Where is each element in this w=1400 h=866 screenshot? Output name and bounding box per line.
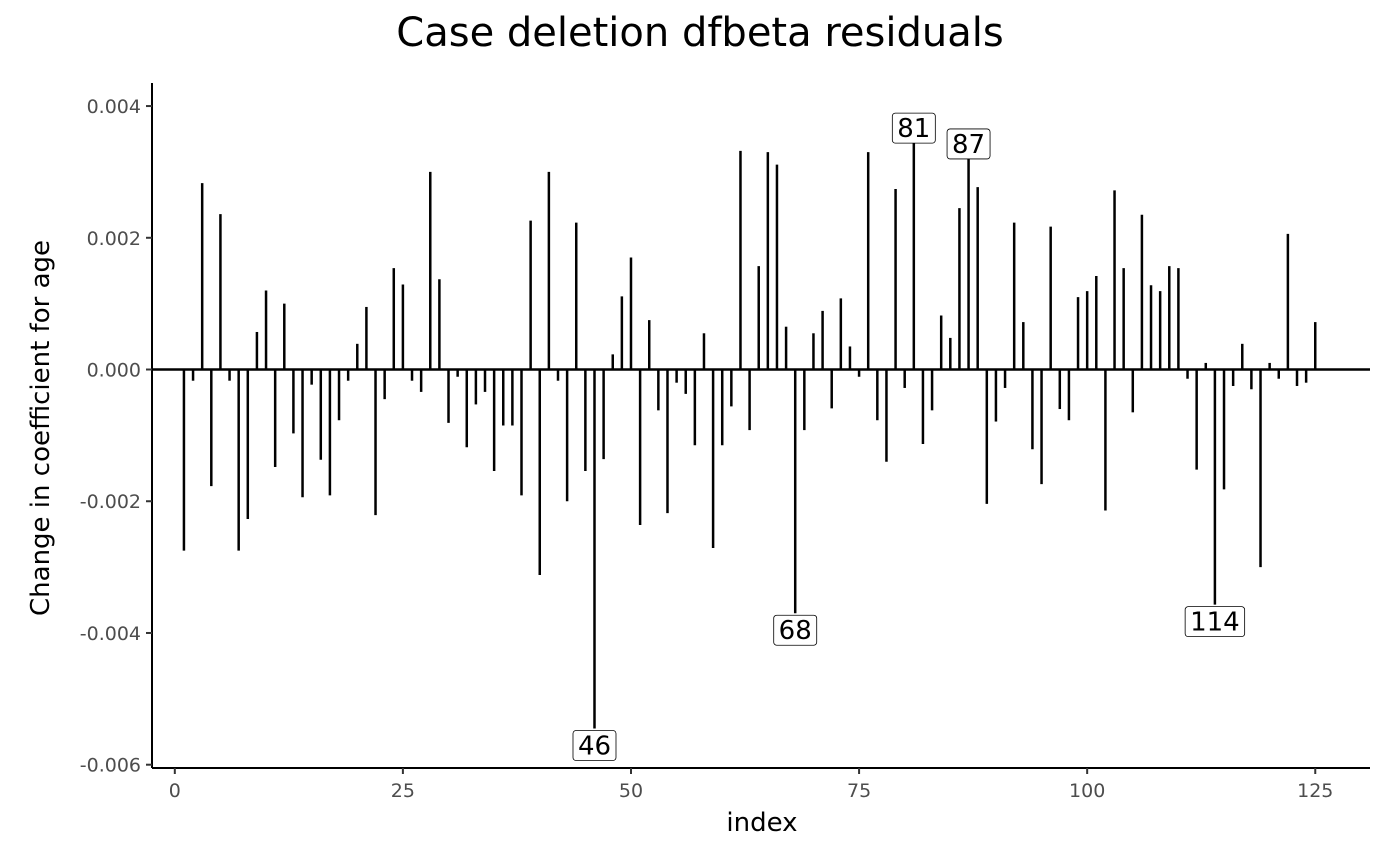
point-label: 46 <box>578 731 611 761</box>
y-tick-label: -0.004 <box>80 623 141 645</box>
chart-title: Case deletion dfbeta residuals <box>396 10 1003 56</box>
x-tick-label: 0 <box>169 780 181 802</box>
point-label-box <box>572 730 617 761</box>
plot-area: -0.006 -0.004 -0.002 0.000 0.002 0.004 0 25 50 75… <box>80 83 1370 802</box>
point-label-box <box>773 614 818 646</box>
x-tick-label: 25 <box>391 780 415 802</box>
x-tick-label: 100 <box>1069 780 1105 802</box>
y-tick-label: 0.000 <box>87 360 141 382</box>
point-label: 87 <box>952 130 985 160</box>
x-tick-label: 50 <box>619 780 643 802</box>
point-label-box <box>946 128 991 160</box>
point-label: 114 <box>1190 608 1240 638</box>
x-tick-label: 75 <box>847 780 871 802</box>
point-label-box <box>1184 606 1246 638</box>
x-tick-label: 125 <box>1297 780 1333 802</box>
point-label: 68 <box>779 616 812 646</box>
y-tick-label: 0.002 <box>87 228 141 250</box>
y-tick-label: 0.004 <box>87 96 141 118</box>
point-label: 81 <box>897 114 930 144</box>
y-tick-label: -0.006 <box>80 755 141 777</box>
y-tick-label: -0.002 <box>80 491 141 513</box>
x-axis-title: index <box>726 808 797 838</box>
y-axis-title: Change in coefficient for age <box>26 240 56 616</box>
point-label-box <box>891 112 936 144</box>
